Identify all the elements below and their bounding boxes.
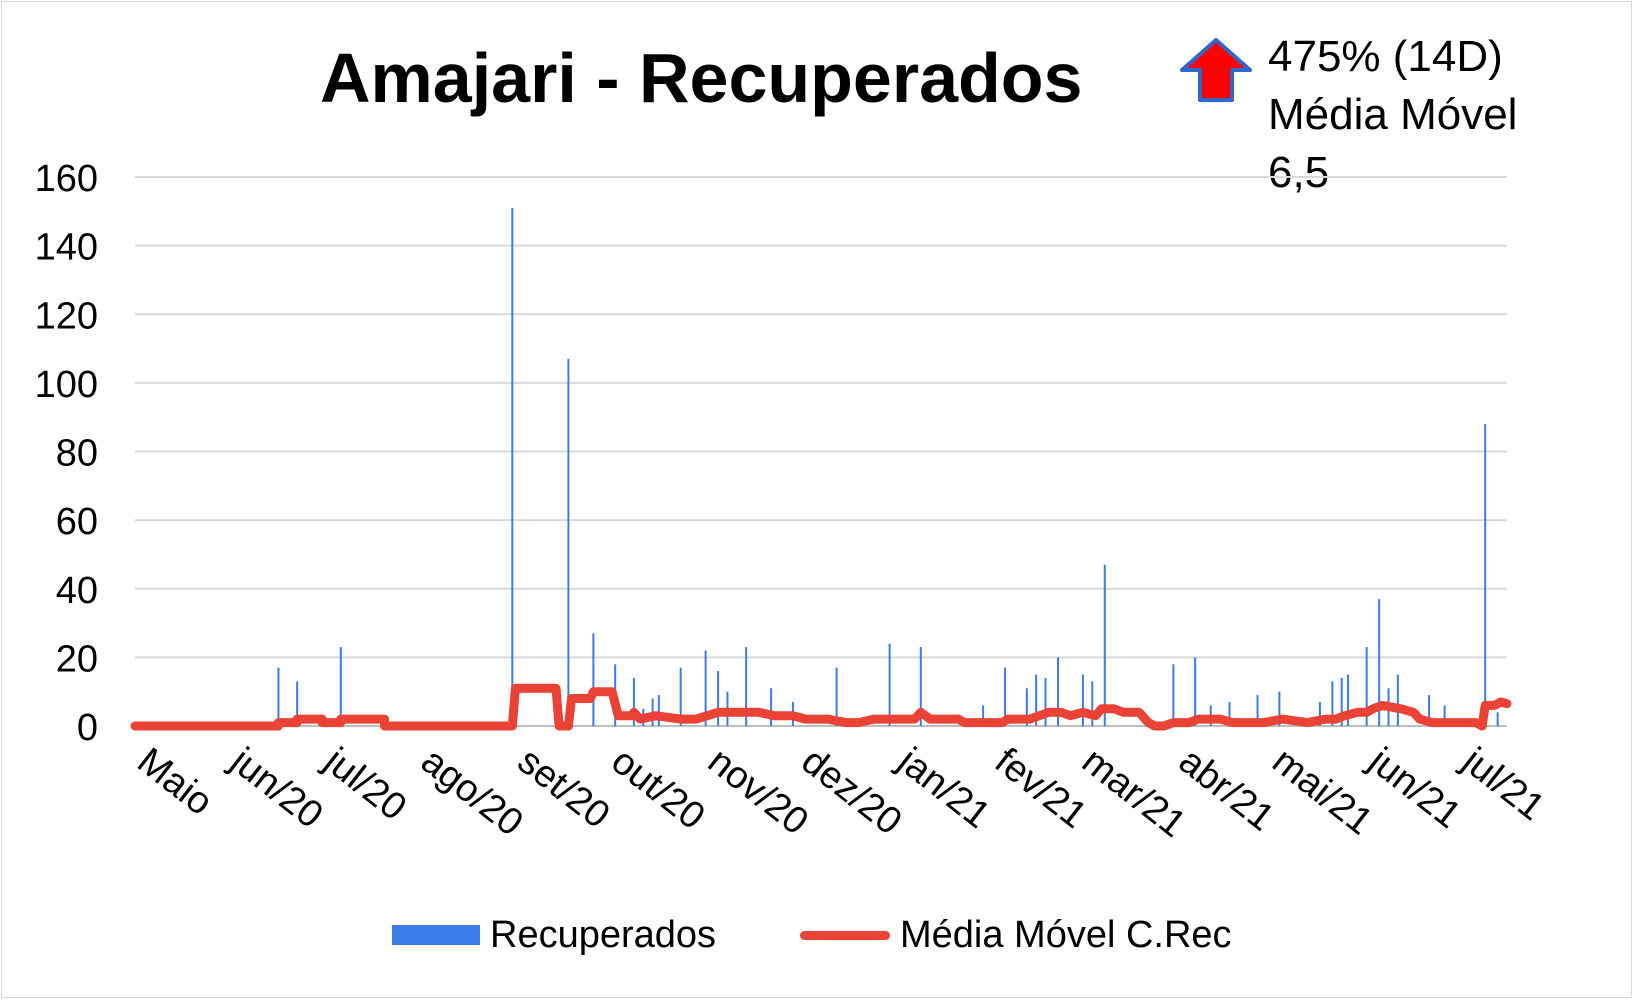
bar-recuperados — [1091, 681, 1094, 726]
bar-recuperados — [1228, 701, 1231, 726]
x-tick-label: fev/21 — [987, 740, 1094, 837]
bar-recuperados — [770, 688, 773, 726]
x-tick-label: set/20 — [510, 740, 617, 837]
variation-value: 6,5 — [1268, 148, 1330, 197]
x-tick-label: jul/21 — [1454, 739, 1552, 829]
legend-item-media-movel: Média Móvel C.Rec — [800, 905, 1232, 965]
bar-recuperados — [1496, 712, 1499, 726]
bar-recuperados — [567, 358, 570, 726]
bar-recuperados — [1035, 674, 1038, 726]
bar-recuperados — [1346, 674, 1349, 726]
bar-recuperados — [592, 633, 595, 726]
up-arrow-icon — [1180, 38, 1252, 102]
y-tick-label: 40 — [56, 570, 98, 612]
bar-recuperados — [657, 695, 660, 726]
x-tick-label: abr/21 — [1171, 740, 1282, 839]
legend-swatch-bars — [392, 925, 480, 945]
bar-recuperados — [1340, 677, 1343, 726]
chart-title: Amajari - Recuperados — [320, 39, 1083, 117]
x-tick-label: jan/21 — [890, 739, 998, 836]
y-tick-label: 140 — [35, 227, 98, 269]
legend-label-recuperados: Recuperados — [490, 913, 717, 956]
legend-label-media-movel: Média Móvel C.Rec — [900, 913, 1232, 956]
bar-recuperados — [1256, 695, 1259, 726]
x-tick-label: jun/21 — [1360, 739, 1468, 836]
x-tick-label: Maio — [129, 740, 220, 824]
variation-annotation: 475% (14D) Média Móvel 6,5 — [1268, 28, 1517, 202]
bar-recuperados — [982, 705, 985, 726]
x-tick-label: ago/20 — [413, 740, 530, 845]
bar-recuperados — [1278, 691, 1281, 726]
bar-recuperados — [679, 667, 682, 726]
y-tick-label: 120 — [35, 295, 98, 337]
y-tick-label: 20 — [56, 638, 98, 680]
bar-recuperados — [888, 643, 891, 726]
bar-recuperados — [1044, 677, 1047, 726]
bar-recuperados — [1081, 674, 1084, 726]
bar-recuperados — [296, 681, 299, 726]
legend-item-recuperados: Recuperados — [392, 905, 716, 965]
bar-recuperados — [1443, 705, 1446, 726]
x-tick-label: mai/21 — [1264, 740, 1380, 843]
bar-recuperados — [835, 667, 838, 726]
y-tick-label: 80 — [56, 433, 98, 475]
bar-recuperados — [1194, 657, 1197, 726]
x-tick-label: mar/21 — [1074, 740, 1193, 846]
bar-recuperados — [277, 667, 280, 726]
bar-recuperados — [1172, 664, 1175, 726]
variation-label: Média Móvel — [1268, 90, 1518, 139]
legend-swatch-line — [800, 930, 890, 940]
line-media-movel — [130, 683, 1512, 731]
bar-recuperados — [1103, 564, 1106, 726]
y-tick-label: 0 — [77, 707, 98, 749]
bar-recuperados — [1396, 674, 1399, 726]
bar-recuperados — [1331, 681, 1334, 726]
x-tick-label: jul/20 — [316, 739, 414, 829]
bar-recuperados — [339, 647, 342, 726]
bar-recuperados — [717, 671, 720, 726]
bar-recuperados — [1003, 667, 1006, 726]
bar-recuperados — [1484, 424, 1487, 726]
x-tick-label: nov/20 — [700, 740, 816, 843]
bar-recuperados — [1025, 688, 1028, 726]
bar-recuperados — [1318, 701, 1321, 726]
bar-recuperados — [1378, 599, 1381, 726]
bar-recuperados — [704, 650, 707, 726]
y-tick-label: 60 — [56, 501, 98, 543]
bar-recuperados — [919, 647, 922, 726]
bar-recuperados — [1428, 695, 1431, 726]
bar-recuperados — [632, 677, 635, 726]
bar-recuperados — [1056, 657, 1059, 726]
x-tick-label: dez/20 — [794, 740, 910, 843]
bar-recuperados — [1365, 647, 1368, 726]
bar-recuperados — [511, 207, 514, 727]
chart-legend: Recuperados Média Móvel C.Rec — [0, 905, 1635, 965]
x-tick-label: jun/20 — [222, 739, 330, 836]
x-tick-label: out/20 — [603, 740, 712, 838]
bar-recuperados — [745, 647, 748, 726]
y-tick-label: 100 — [35, 364, 98, 406]
variation-percent: 475% (14D) — [1268, 32, 1503, 81]
y-tick-label: 160 — [35, 158, 98, 200]
